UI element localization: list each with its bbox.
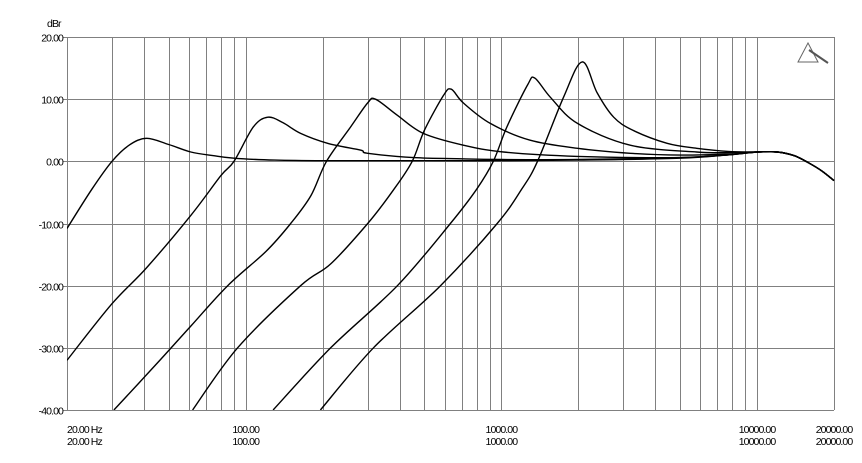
y-tick-label: 10.00: [41, 95, 64, 107]
x-tick-label: 20000.00: [816, 436, 854, 448]
series-line-4: [192, 88, 835, 410]
y-tick-labels: 20.00 10.00 0.00 -10.00 -20.00 -30.00 -40.00: [39, 33, 65, 418]
x-tick-label: 20.00 Hz: [67, 436, 102, 448]
series-line-1: [67, 137, 835, 229]
series-line-6: [319, 61, 835, 410]
x-tick-label: 20000.00: [816, 424, 854, 436]
y-axis-unit-label: dBr: [47, 18, 62, 30]
y-tick-label: -40.00: [39, 406, 64, 418]
series-line-2: [67, 116, 835, 361]
x-tick-label: 10000.00: [739, 424, 777, 436]
y-tick-label: -20.00: [39, 282, 64, 294]
y-tick-label: 20.00: [41, 33, 64, 45]
x-tick-label: 10000.00: [739, 436, 777, 448]
curves: [67, 61, 835, 410]
y-tick-label: -30.00: [39, 344, 64, 356]
x-tick-label: 100.00: [232, 436, 260, 448]
audio-precision-triangle-icon: [797, 41, 829, 64]
y-tick-label: 0.00: [46, 157, 64, 169]
series-line-5: [272, 76, 835, 410]
x-tick-label: 20.00 Hz: [67, 424, 102, 436]
grid: [63, 37, 835, 411]
x-tick-label: 1000.00: [486, 424, 519, 436]
x-tick-label: 1000.00: [486, 436, 519, 448]
x-tick-label: 100.00: [232, 424, 260, 436]
y-tick-label: -10.00: [39, 220, 64, 232]
